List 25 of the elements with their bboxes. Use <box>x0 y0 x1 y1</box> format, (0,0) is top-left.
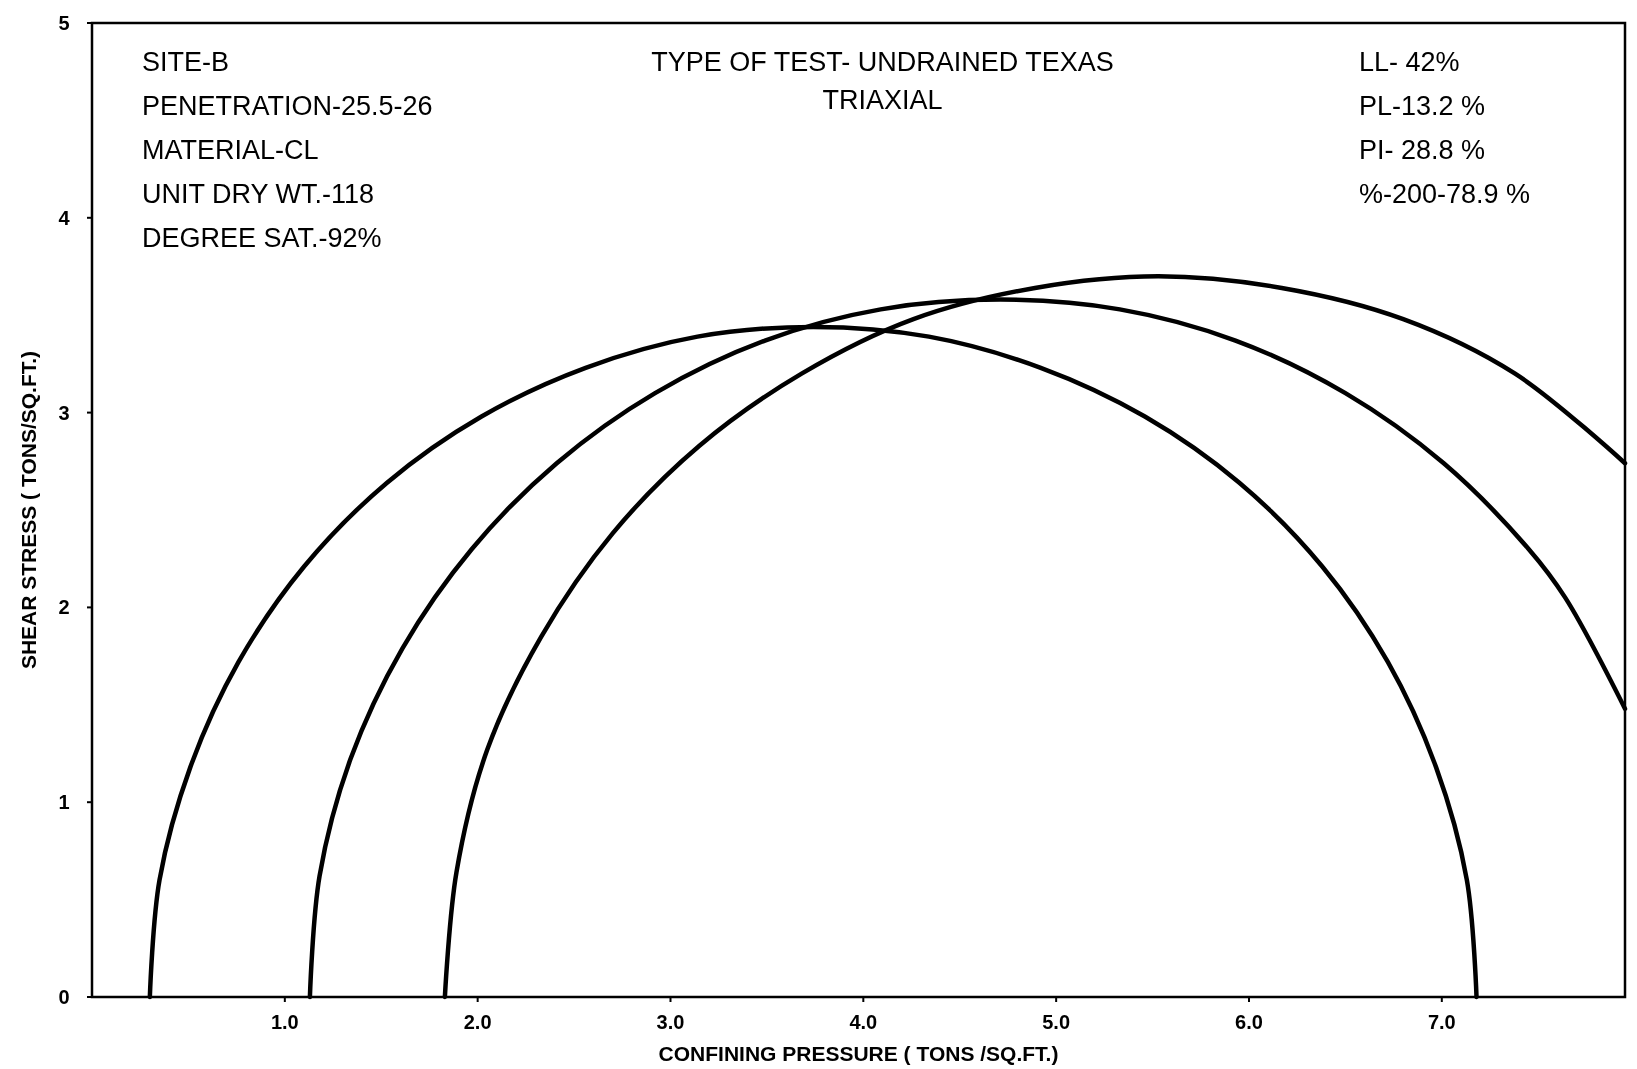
y-tick-label: 5 <box>58 12 70 34</box>
annotation: UNIT DRY WT.-118 <box>142 179 375 209</box>
annotation: DEGREE SAT.-92% <box>142 223 382 253</box>
y-tick-label: 1 <box>58 791 70 814</box>
annotation: %-200-78.9 % <box>1358 179 1530 209</box>
annotation: SITE-B <box>142 47 230 77</box>
y-axis-title: SHEAR STRESS ( TONS/SQ.FT.) <box>17 350 40 670</box>
annotation: PL-13.2 % <box>1358 91 1485 121</box>
x-tick-label: 3.0 <box>656 1011 685 1033</box>
x-tick-label: 6.0 <box>1235 1011 1263 1033</box>
y-tick-label: 4 <box>58 206 71 229</box>
text: TYPE OF TEST- UNDRAINED TEXAS TRIAXIAL <box>651 47 1114 115</box>
x-tick-label: 2.0 <box>463 1011 492 1033</box>
x-tick-label: 4.0 <box>849 1011 878 1033</box>
x-tick-label: 5.0 <box>1042 1011 1071 1033</box>
y-tick-label: 2 <box>58 596 70 619</box>
y-tick-label: 0 <box>58 986 70 1008</box>
annotation: PI- 28.8 % <box>1358 135 1485 165</box>
annotation: MATERIAL-CL <box>142 135 319 165</box>
x-tick-label: 1.0 <box>270 1011 299 1033</box>
x-axis-title: CONFINING PRESSURE ( TONS /SQ.FT.) <box>658 1042 1059 1065</box>
annotation: LL- 42% <box>1358 47 1460 77</box>
annotation: PENETRATION-25.5-26 <box>142 91 433 121</box>
y-tick-label: 3 <box>58 401 70 424</box>
x-tick-label: 7.0 <box>1427 1011 1456 1033</box>
